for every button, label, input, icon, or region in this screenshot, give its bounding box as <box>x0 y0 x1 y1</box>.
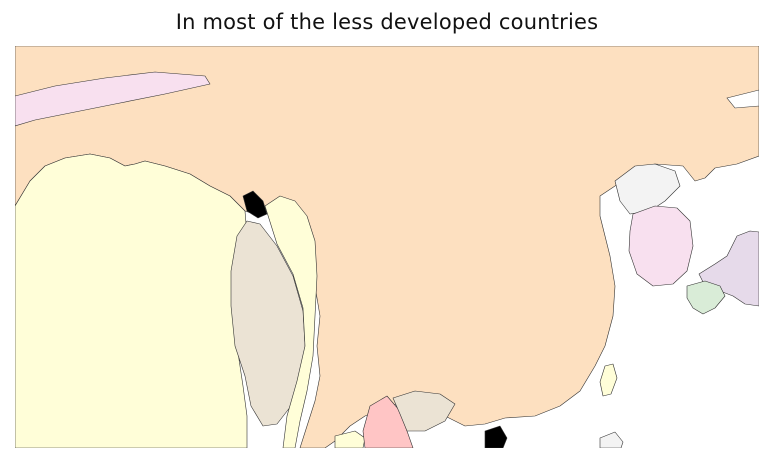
region-central-asia-strip[interactable] <box>15 71 211 127</box>
region-philippines[interactable] <box>484 425 508 448</box>
region-bangladesh[interactable] <box>242 190 268 219</box>
region-india[interactable] <box>15 153 248 448</box>
map-canvas[interactable] <box>15 46 759 448</box>
map-title: In most of the less developed countries <box>175 10 599 34</box>
region-taiwan[interactable] <box>599 363 618 397</box>
region-small-island[interactable] <box>599 431 624 448</box>
coast-notch <box>726 89 759 109</box>
region-north-korea[interactable] <box>614 163 681 215</box>
region-laos[interactable] <box>392 390 456 432</box>
region-island-chain[interactable] <box>686 280 726 315</box>
region-vietnam[interactable] <box>362 395 414 448</box>
region-korea[interactable] <box>628 205 694 287</box>
region-thailand[interactable] <box>264 195 318 448</box>
region-thailand-south[interactable] <box>334 430 366 448</box>
